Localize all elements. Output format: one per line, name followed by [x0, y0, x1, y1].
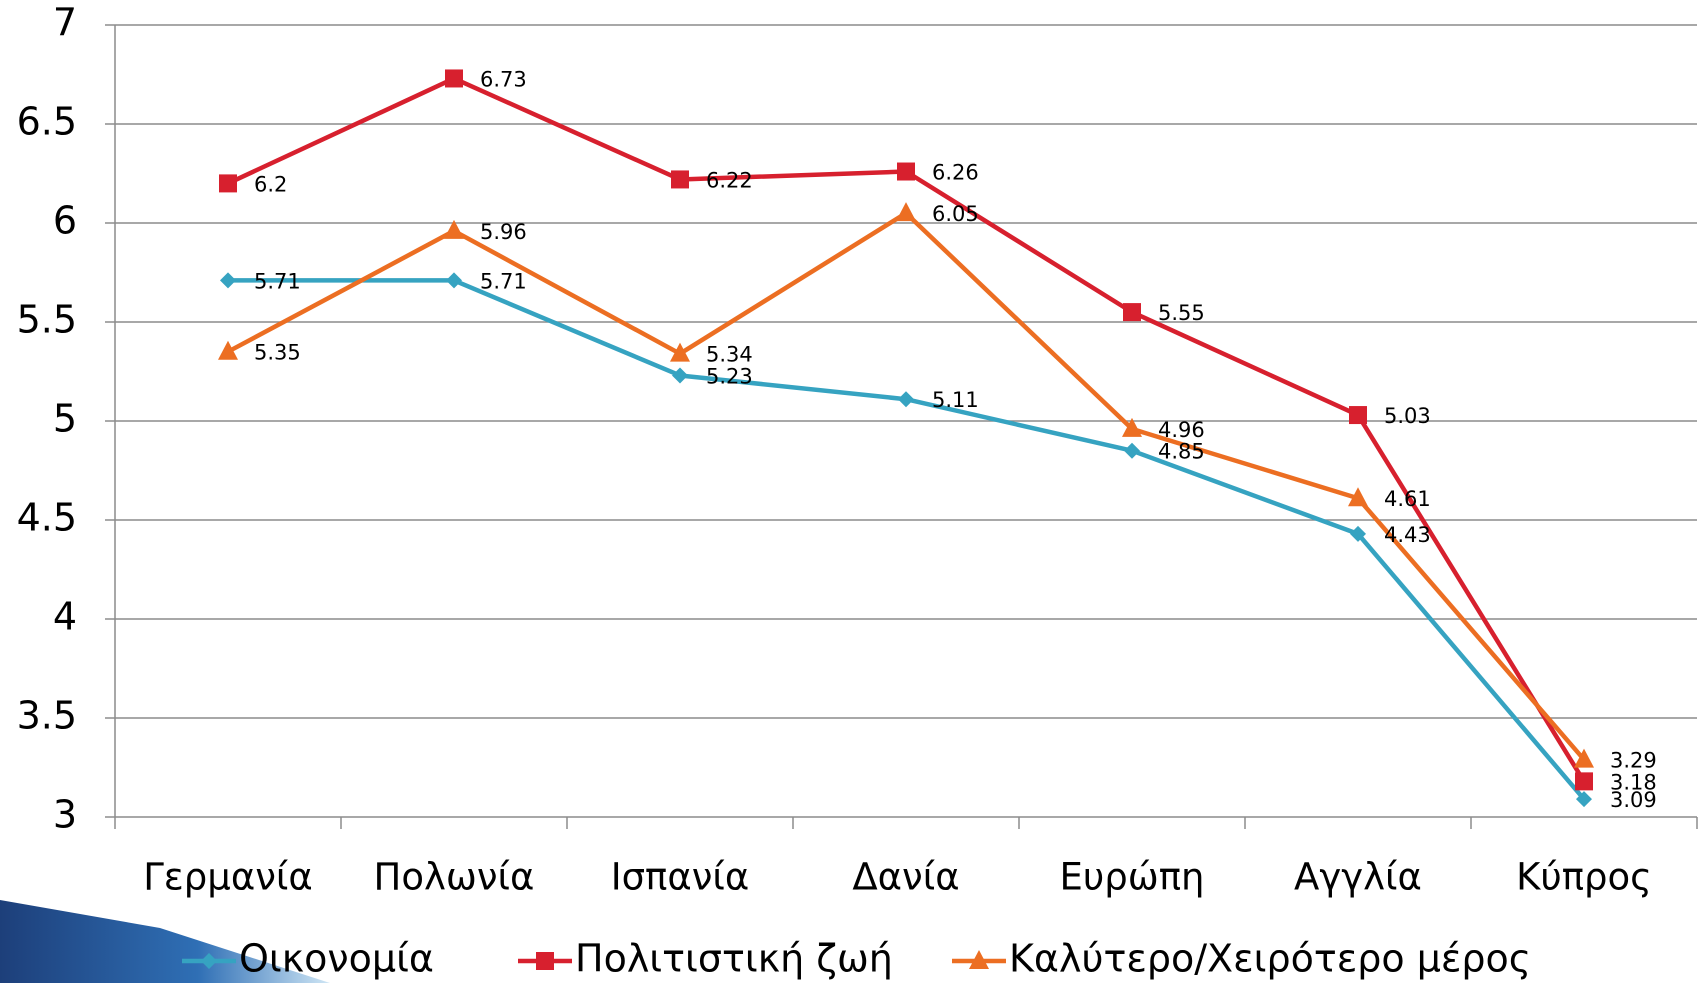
x-tick-label: Πολωνία	[374, 856, 535, 899]
marker	[1576, 791, 1592, 808]
marker	[1574, 748, 1594, 768]
data-label: 6.26	[932, 161, 979, 185]
y-tick-label: 7	[53, 1, 77, 45]
marker	[1349, 406, 1367, 425]
data-label: 5.71	[480, 269, 527, 293]
data-label: 5.23	[706, 364, 753, 388]
data-label: 4.43	[1384, 523, 1431, 547]
x-tick-label: Γερμανία	[143, 856, 313, 899]
x-tick-label: Αγγλία	[1294, 856, 1422, 899]
marker	[898, 391, 914, 408]
marker	[446, 272, 462, 289]
marker	[444, 219, 464, 239]
legend-marker	[201, 953, 217, 969]
data-label: 5.55	[1158, 301, 1205, 325]
marker	[1575, 772, 1593, 791]
data-label: 5.71	[254, 269, 301, 293]
marker	[1348, 487, 1368, 507]
series-line	[228, 278, 1586, 801]
marker	[672, 367, 688, 384]
data-label: 6.2	[254, 172, 287, 196]
legend-label: Πολιτιστική ζωή	[575, 937, 893, 981]
marker	[220, 272, 236, 289]
y-tick-label: 5.5	[17, 298, 77, 342]
data-label: 6.73	[480, 67, 527, 91]
marker	[671, 170, 689, 189]
marker	[670, 342, 690, 362]
data-label: 5.03	[1384, 404, 1431, 428]
x-tick-label: Ευρώπη	[1060, 856, 1205, 899]
data-label: 5.11	[932, 388, 979, 412]
marker	[897, 162, 915, 181]
data-label: 6.22	[706, 168, 753, 192]
legend-marker	[969, 950, 989, 969]
data-label: 5.35	[254, 341, 301, 365]
data-label: 5.96	[480, 220, 527, 244]
marker	[1122, 417, 1142, 437]
series-line	[227, 76, 1586, 783]
marker	[1124, 442, 1140, 459]
y-tick-label: 4	[53, 595, 77, 639]
data-label: 4.85	[1158, 440, 1205, 464]
data-label: 3.18	[1610, 770, 1657, 794]
marker	[218, 340, 238, 360]
y-tick-label: 3.5	[17, 694, 77, 738]
decoration	[0, 900, 330, 983]
y-tick-label: 6.5	[17, 100, 77, 144]
data-label: 3.29	[1610, 749, 1657, 773]
x-tick-label: Ισπανία	[611, 856, 750, 899]
y-tick-label: 5	[53, 397, 77, 441]
marker	[445, 69, 463, 88]
data-label: 5.34	[706, 343, 753, 367]
legend-label: Καλύτερο/Χειρότερο μέρος	[1009, 937, 1531, 981]
series-line	[226, 210, 1586, 762]
legend-marker	[536, 952, 554, 970]
y-tick-label: 6	[53, 199, 77, 243]
legend-label: Οικονομία	[239, 937, 434, 981]
x-tick-label: Κύπρος	[1516, 856, 1652, 899]
marker	[1350, 525, 1366, 542]
data-label: 4.96	[1158, 418, 1205, 442]
marker	[1123, 303, 1141, 322]
data-label: 3.09	[1610, 788, 1657, 812]
y-tick-label: 4.5	[17, 496, 77, 540]
data-label: 4.61	[1384, 487, 1431, 511]
marker	[219, 174, 237, 193]
x-tick-label: Δανία	[852, 856, 959, 899]
y-tick-label: 3	[53, 793, 77, 837]
marker	[896, 202, 916, 222]
data-label: 6.05	[932, 202, 979, 226]
